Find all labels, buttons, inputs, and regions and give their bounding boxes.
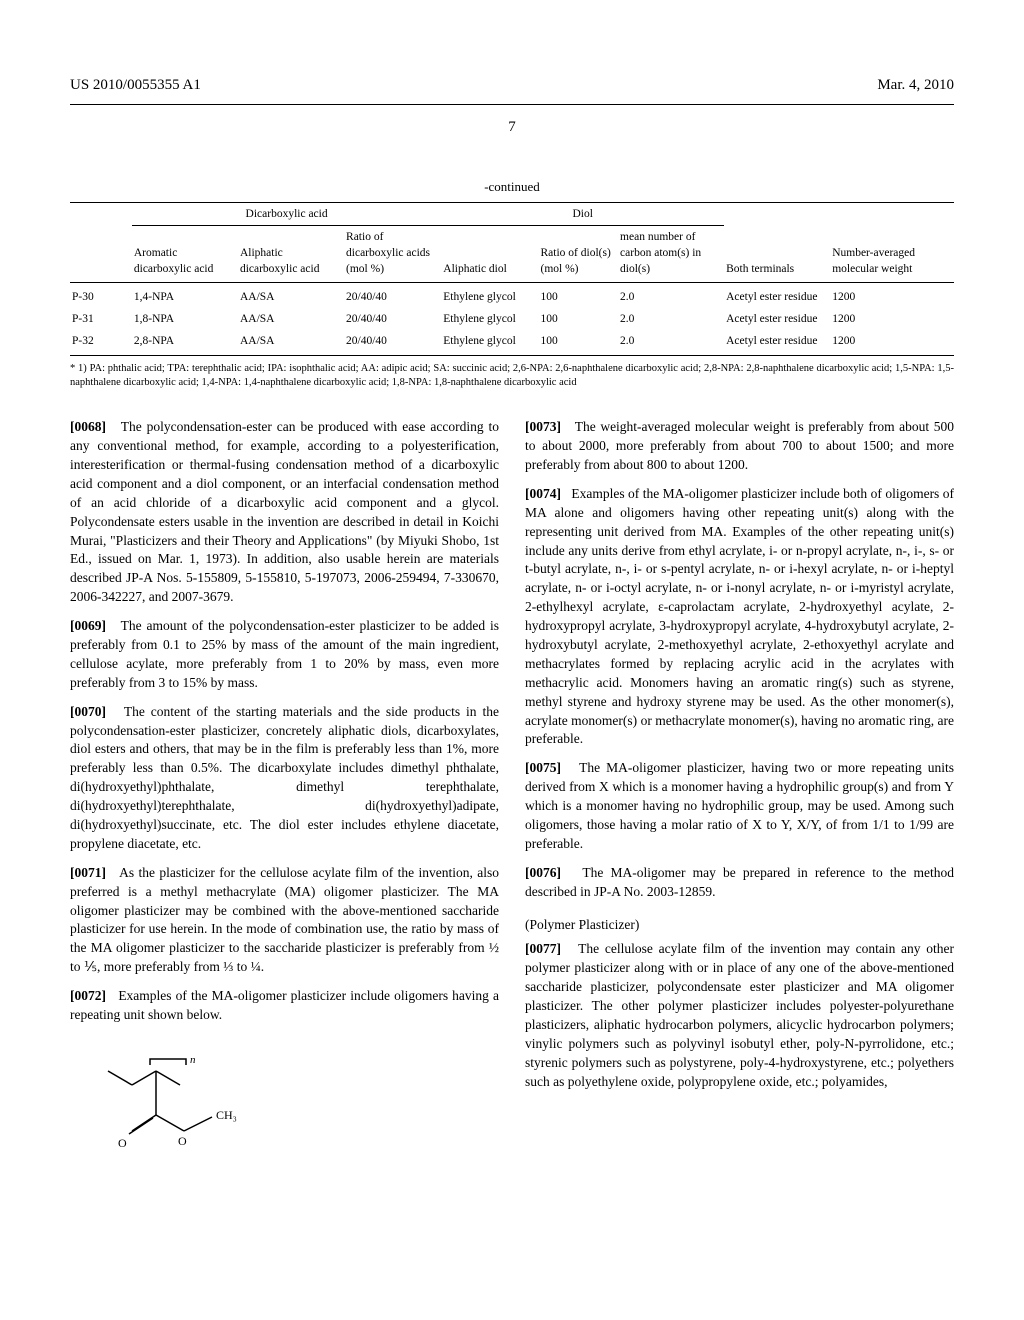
continued-label: -continued xyxy=(70,178,954,196)
para-0073: [0073] The weight-averaged molecular wei… xyxy=(525,418,954,475)
column-header-row: Aromatic dicarboxylic acid Aliphatic dic… xyxy=(70,226,954,282)
col-mw: Number-averaged molecular weight xyxy=(830,226,954,282)
col-aliph: Aliphatic dicarboxylic acid xyxy=(238,226,344,282)
para-0075: [0075] The MA-oligomer plasticizer, havi… xyxy=(525,759,954,853)
header-rule xyxy=(70,104,954,105)
table-row: P-31 1,8-NPA AA/SA 20/40/40 Ethylene gly… xyxy=(70,308,954,330)
para-0070: [0070] The content of the starting mater… xyxy=(70,703,499,854)
data-table: Dicarboxylic acid Diol Aromatic dicarbox… xyxy=(70,202,954,356)
data-table-wrapper: -continued Dicarboxylic acid Diol Aromat… xyxy=(70,178,954,390)
right-column: [0073] The weight-averaged molecular wei… xyxy=(525,418,954,1179)
section-title-polymer: (Polymer Plasticizer) xyxy=(525,916,954,935)
chem-label-o2: O xyxy=(178,1134,187,1148)
chem-label-ch3: CH₃ xyxy=(216,1108,237,1122)
para-0069: [0069] The amount of the polycondensatio… xyxy=(70,617,499,693)
body-columns: [0068] The polycondensation-ester can be… xyxy=(70,418,954,1179)
col-terminals: Both terminals xyxy=(724,226,830,282)
doc-date: Mar. 4, 2010 xyxy=(877,75,954,96)
para-0076: [0076] The MA-oligomer may be prepared i… xyxy=(525,864,954,902)
col-aroma: Aromatic dicarboxylic acid xyxy=(132,226,238,282)
table-footnote: * 1) PA: phthalic acid; TPA: terephthali… xyxy=(70,362,954,390)
table-row: P-30 1,4-NPA AA/SA 20/40/40 Ethylene gly… xyxy=(70,282,954,308)
chem-label-o1: O xyxy=(118,1136,127,1150)
left-column: [0068] The polycondensation-ester can be… xyxy=(70,418,499,1179)
col-id xyxy=(70,226,132,282)
group-dicarboxylic: Dicarboxylic acid xyxy=(132,203,441,226)
col-carbon: mean number of carbon atom(s) in diol(s) xyxy=(618,226,724,282)
para-0074: [0074] Examples of the MA-oligomer plast… xyxy=(525,485,954,749)
col-ratio-diol: Ratio of diol(s) (mol %) xyxy=(539,226,619,282)
col-diol: Aliphatic diol xyxy=(441,226,538,282)
para-0068: [0068] The polycondensation-ester can be… xyxy=(70,418,499,607)
para-0077: [0077] The cellulose acylate film of the… xyxy=(525,940,954,1091)
doc-number: US 2010/0055355 A1 xyxy=(70,75,201,96)
chemical-structure-icon: n O O CH₃ xyxy=(90,1053,260,1163)
para-0071: [0071] As the plasticizer for the cellul… xyxy=(70,864,499,977)
chem-label-n: n xyxy=(190,1054,196,1066)
para-0072: [0072] Examples of the MA-oligomer plast… xyxy=(70,987,499,1025)
table-row: P-32 2,8-NPA AA/SA 20/40/40 Ethylene gly… xyxy=(70,330,954,356)
page-number: 7 xyxy=(70,117,954,138)
group-diol: Diol xyxy=(441,203,724,226)
col-ratio-acid: Ratio of dicarboxylic acids (mol %) xyxy=(344,226,441,282)
page-header: US 2010/0055355 A1 Mar. 4, 2010 xyxy=(70,75,954,96)
group-header-row: Dicarboxylic acid Diol xyxy=(70,203,954,226)
